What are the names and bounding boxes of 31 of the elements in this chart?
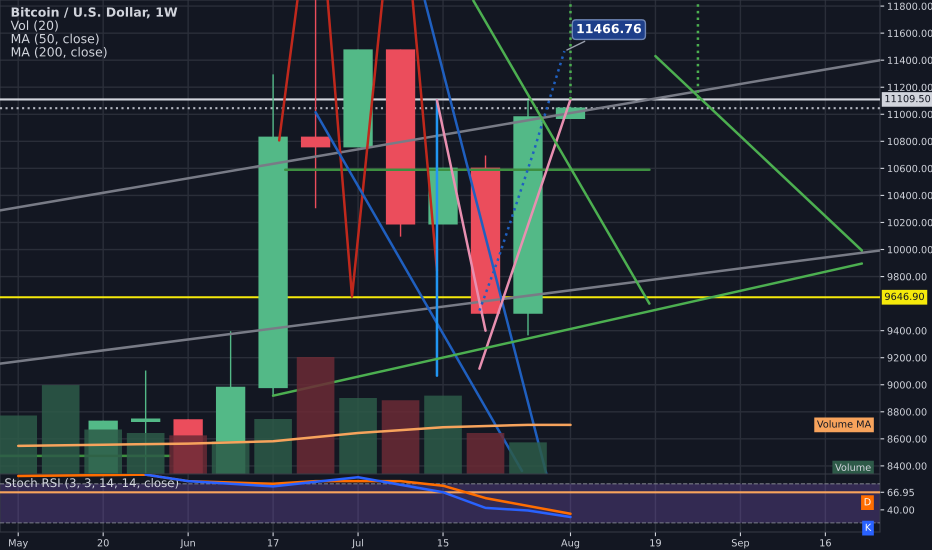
x-tick-label: 16 bbox=[820, 539, 831, 546]
x-tick-label: 15 bbox=[438, 539, 448, 546]
y-tick-label: 40.00 bbox=[887, 506, 914, 514]
text: D bbox=[864, 498, 871, 506]
x-tick-label: 19 bbox=[650, 539, 661, 546]
x-tick-label: Aug bbox=[561, 539, 580, 548]
y-tick-label: 8800.00 bbox=[888, 408, 927, 416]
y-tick-label: 9000.00 bbox=[888, 381, 927, 389]
text: Volume bbox=[835, 463, 871, 471]
y-tick-label: 8600.00 bbox=[888, 435, 927, 443]
y-tick-label: 66.95 bbox=[888, 488, 914, 496]
ref-line-label: 9646.90 bbox=[885, 292, 924, 300]
x-tick-label: Jul bbox=[352, 538, 364, 548]
x-tick-label: Jun bbox=[180, 539, 195, 548]
x-tick-label: Sep bbox=[732, 539, 750, 548]
y-tick-label: 8400.00 bbox=[888, 462, 927, 470]
text: Volume MA bbox=[816, 420, 872, 428]
y-tick-label: 9800.00 bbox=[888, 273, 927, 280]
y-tick-label: 9200.00 bbox=[888, 354, 927, 362]
x-tick-label: 20 bbox=[98, 539, 109, 546]
ref-line-label: 11109.50 bbox=[885, 94, 930, 102]
chart-title: Stoch RSI (3, 3, 14, 14, close) bbox=[5, 478, 178, 489]
text: Bitcoin / U.S. Dollar, 1W bbox=[12, 7, 178, 18]
text: K bbox=[866, 524, 872, 531]
annotation: MA (200, close) bbox=[12, 46, 107, 58]
annotation: 11466.76 bbox=[577, 24, 642, 34]
x-tick-label: 17 bbox=[268, 539, 278, 546]
annotation: MA (50, close) bbox=[12, 34, 99, 45]
y-tick-label: 9400.00 bbox=[888, 327, 927, 334]
annotation: Vol (20) bbox=[10, 20, 58, 32]
x-tick-label: May bbox=[9, 539, 28, 548]
